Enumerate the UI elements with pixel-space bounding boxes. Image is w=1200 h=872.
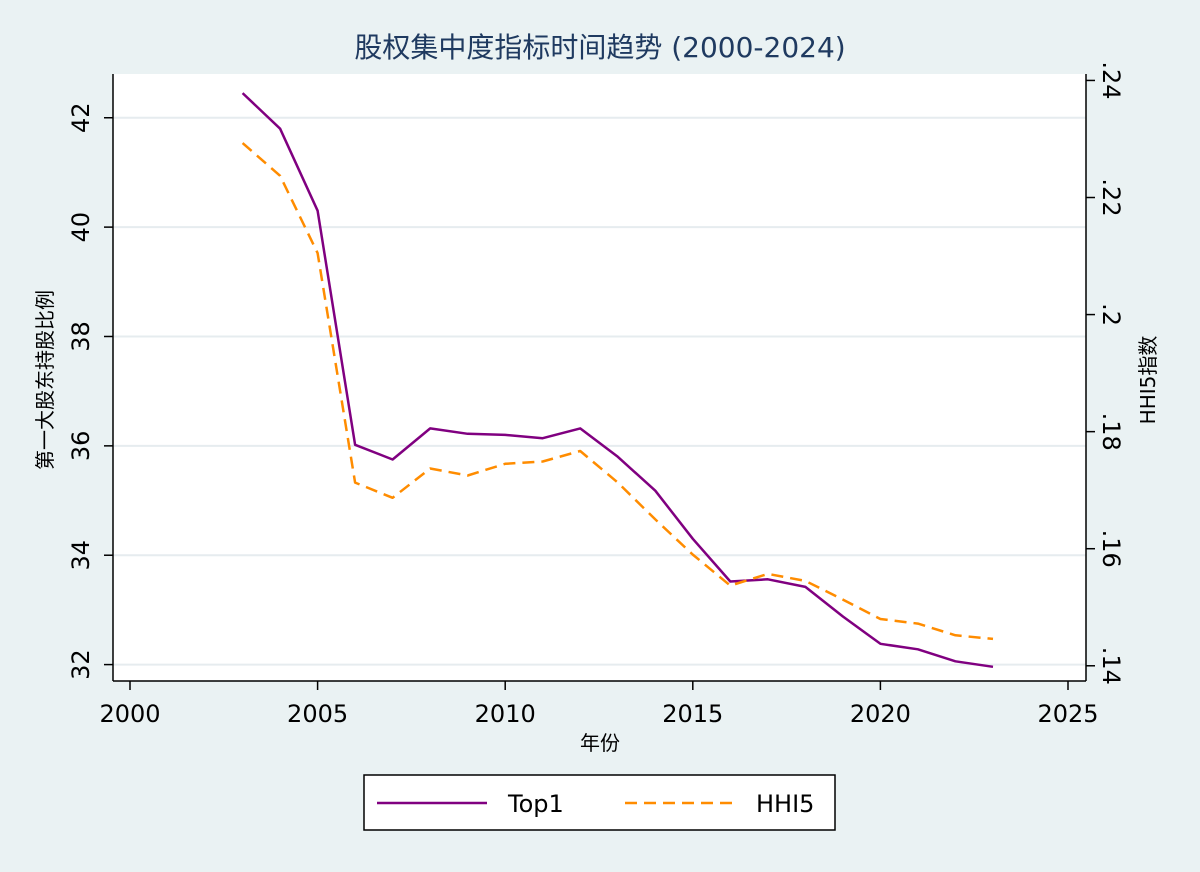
series-line-hhi5 — [241, 142, 994, 641]
y-left-tick-label: 40 — [67, 212, 95, 243]
x-tick-label: 2010 — [475, 700, 536, 728]
legend-label-hhi5: HHI5 — [756, 790, 814, 818]
x-tick-label: 2020 — [850, 700, 911, 728]
y-left-tick-label: 32 — [67, 649, 95, 680]
y-right-tick-label: .24 — [1097, 61, 1125, 99]
y-right-tick-label: .16 — [1097, 530, 1125, 568]
legend: Top1 HHI5 — [363, 774, 836, 831]
series-line-top1 — [241, 92, 994, 669]
axes — [104, 74, 1095, 690]
y-right-tick-label: .2 — [1097, 303, 1125, 326]
y-axis-left-label: 第一大股东持股比例 — [33, 290, 57, 470]
y-left-tick-label: 34 — [67, 540, 95, 571]
legend-label-top1: Top1 — [507, 790, 564, 818]
y-right-tick-label: .18 — [1097, 413, 1125, 451]
gridlines — [113, 116, 1086, 666]
x-axis-label: 年份 — [580, 731, 620, 755]
y-left-tick-label: 38 — [67, 321, 95, 352]
y-axis-right-label: HHI5指数 — [1136, 336, 1160, 425]
x-tick-label: 2000 — [99, 700, 160, 728]
y-right-tick-label: .22 — [1097, 178, 1125, 216]
plot-area — [113, 74, 1086, 681]
x-tick-label: 2025 — [1037, 700, 1098, 728]
series-layer — [241, 92, 994, 669]
chart-title: 股权集中度指标时间趋势 (2000-2024) — [354, 31, 845, 64]
y-right-tick-label: .14 — [1097, 647, 1125, 685]
x-tick-label: 2015 — [662, 700, 723, 728]
y-left-tick-label: 36 — [67, 431, 95, 462]
y-left-tick-label: 42 — [67, 102, 95, 133]
x-tick-label: 2005 — [287, 700, 348, 728]
tick-labels: 2000 2005 2010 2015 2020 2025 32 34 36 38 40 42 .14.… — [67, 61, 1125, 728]
